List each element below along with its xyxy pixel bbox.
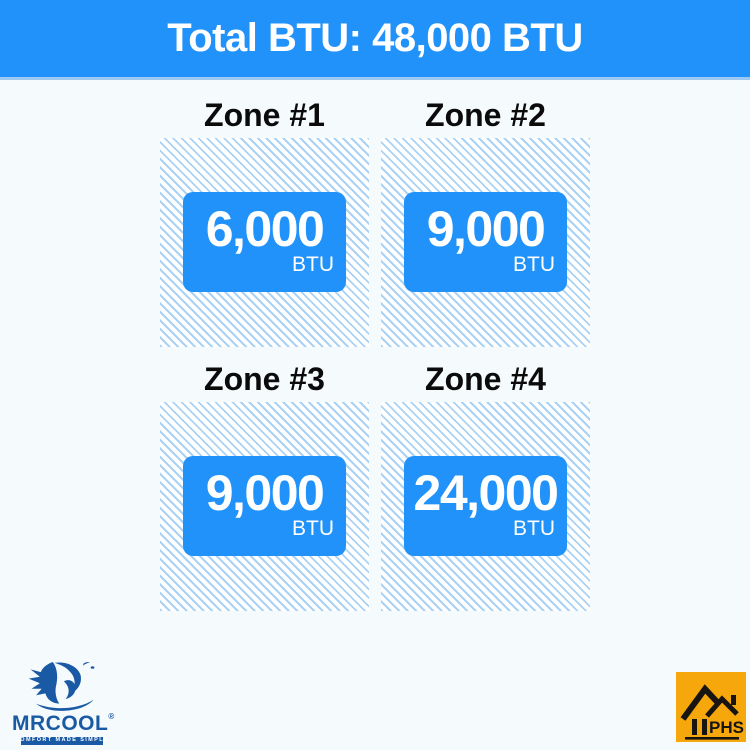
phs-label: PHS xyxy=(709,718,744,737)
zone-1-btu-value: 6,000 xyxy=(205,201,325,257)
zone-3-btu-card: 9,000 BTU xyxy=(183,456,346,556)
zone-2-btu-card: 9,000 BTU xyxy=(404,192,567,292)
mrcool-logo: MRCOOL® COMFORT MADE SIMPLE xyxy=(12,661,115,745)
zone-1-btu-unit: BTU xyxy=(292,253,334,276)
zone-3-area: 9,000 BTU xyxy=(160,402,369,611)
header-banner: Total BTU: 48,000 BTU xyxy=(0,0,750,80)
zone-2-btu-unit: BTU xyxy=(513,253,555,276)
zone-4-btu-card: 24,000 BTU xyxy=(404,456,567,556)
zone-2-title: Zone #2 xyxy=(425,97,546,133)
zone-2-btu-value: 9,000 xyxy=(426,201,546,257)
phs-logo: PHS xyxy=(676,672,746,742)
zone-4-title: Zone #4 xyxy=(425,361,546,397)
phs-house-icon: PHS xyxy=(676,672,746,742)
zone-4-btu-unit: BTU xyxy=(513,517,555,540)
zone-4-panel: Zone #4 24,000 BTU xyxy=(381,360,590,611)
zone-1-btu-card: 6,000 BTU xyxy=(183,192,346,292)
zone-1-area: 6,000 BTU xyxy=(160,138,369,347)
page-title: Total BTU: 48,000 BTU xyxy=(167,16,583,60)
mrcool-tagline-bar: COMFORT MADE SIMPLE xyxy=(15,737,108,745)
zone-3-panel: Zone #3 9,000 BTU xyxy=(160,360,369,611)
zone-2-panel: Zone #2 9,000 BTU xyxy=(381,96,590,347)
zone-2-area: 9,000 BTU xyxy=(381,138,590,347)
zone-3-btu-unit: BTU xyxy=(292,517,334,540)
zone-1-title: Zone #1 xyxy=(204,97,325,133)
zone-3-title: Zone #3 xyxy=(204,361,325,397)
registered-mark: ® xyxy=(108,712,115,721)
zone-4-btu-value: 24,000 xyxy=(413,465,559,521)
zone-3-btu-value: 9,000 xyxy=(205,465,325,521)
zone-4-area: 24,000 BTU xyxy=(381,402,590,611)
zone-1-panel: Zone #1 6,000 BTU xyxy=(160,96,369,347)
mrcool-tagline: COMFORT MADE SIMPLE xyxy=(14,737,110,744)
mrcool-wordmark: MRCOOL® xyxy=(12,712,115,735)
mrcool-penguin-icon xyxy=(28,661,95,711)
